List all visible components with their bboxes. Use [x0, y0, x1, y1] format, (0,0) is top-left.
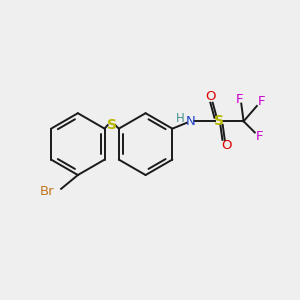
Text: S: S: [214, 114, 224, 128]
Text: O: O: [221, 139, 232, 152]
Text: N: N: [186, 115, 196, 128]
Text: Br: Br: [40, 185, 54, 198]
Text: H: H: [176, 112, 185, 125]
Text: S: S: [107, 118, 117, 132]
Text: O: O: [205, 90, 216, 104]
Text: F: F: [257, 95, 265, 108]
Text: F: F: [236, 93, 243, 106]
Text: F: F: [256, 130, 263, 143]
